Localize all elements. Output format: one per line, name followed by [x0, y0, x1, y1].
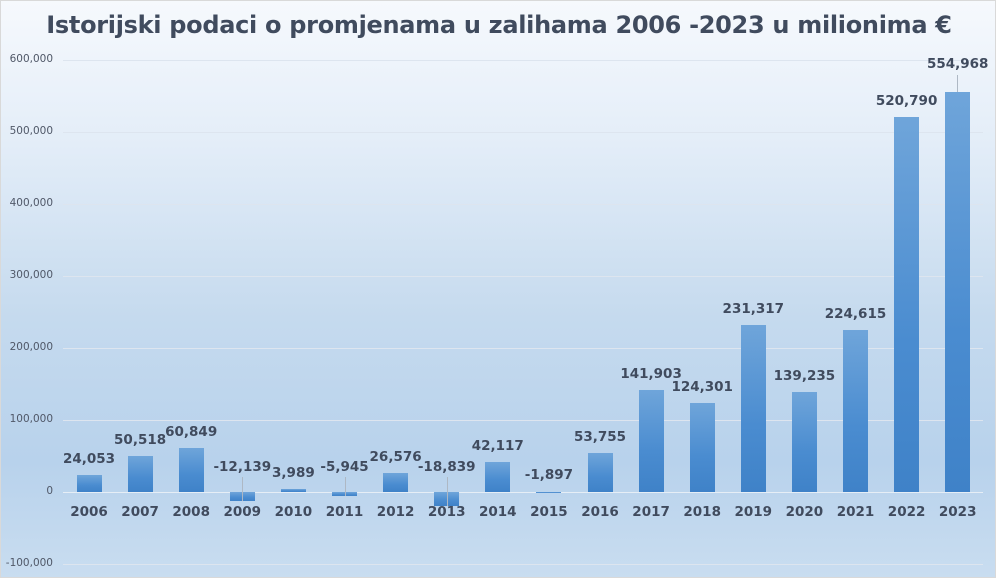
bar-2020[interactable]: [791, 391, 817, 492]
x-tick-label: 2008: [172, 504, 210, 520]
gridline: [63, 204, 983, 205]
bar-2022[interactable]: [894, 117, 920, 492]
x-tick-label: 2006: [70, 504, 108, 520]
gridline: [63, 564, 983, 565]
data-label-2009: -12,139: [213, 459, 272, 475]
y-tick-label: 400,000: [9, 197, 53, 209]
data-label-2012: 26,576: [369, 448, 422, 465]
data-label-2022: 520,790: [875, 93, 938, 110]
x-tick-label: 2022: [887, 504, 926, 520]
x-tick-label: 2014: [479, 504, 517, 520]
data-label-2014: 42,117: [471, 437, 524, 454]
x-tick-label: 2012: [376, 504, 415, 520]
x-tick-label: 2023: [938, 504, 977, 520]
x-tick-label: 2011: [325, 504, 364, 520]
bar-2015[interactable]: [536, 492, 562, 494]
gridline: [63, 420, 983, 421]
bar-2010[interactable]: [280, 489, 306, 492]
data-label-2018: 124,301: [671, 378, 733, 395]
x-tick-label: 2021: [836, 504, 875, 520]
data-label-2019: 231,317: [722, 301, 785, 318]
bar-2017[interactable]: [638, 389, 664, 492]
x-tick-label: 2009: [223, 504, 262, 520]
leader-line: [446, 477, 448, 506]
bar-2014[interactable]: [485, 461, 511, 492]
zero-axis-line: [63, 492, 983, 493]
x-tick-label: 2017: [632, 504, 670, 520]
data-label-2021: 224,615: [824, 306, 887, 323]
data-label-2006: 24,053: [62, 450, 116, 467]
bar-2008[interactable]: [178, 448, 204, 492]
y-tick-label: 100,000: [9, 413, 53, 425]
data-label-2007: 50,518: [114, 431, 167, 448]
data-label-2015: -1,897: [524, 467, 574, 483]
bar-2023[interactable]: [945, 92, 971, 492]
x-tick-label: 2010: [274, 504, 313, 520]
bar-2019[interactable]: [740, 325, 766, 492]
data-label-2013: -18,839: [417, 459, 476, 475]
data-label-2023: 554,968: [926, 56, 989, 72]
y-tick-label: 200,000: [9, 341, 53, 353]
bar-2012[interactable]: [383, 472, 409, 492]
data-label-2016: 53,755: [573, 429, 627, 446]
chart-title: Istorijski podaci o promjenama u zaliham…: [46, 11, 952, 39]
bar-2018[interactable]: [689, 402, 715, 492]
x-tick-label: 2019: [734, 504, 773, 520]
y-tick-label: -100,000: [5, 557, 53, 569]
y-tick-label: 0: [46, 485, 53, 497]
gridline: [63, 276, 983, 277]
leader-line: [956, 75, 958, 93]
gridline: [63, 60, 983, 61]
y-tick-label: 300,000: [9, 269, 53, 281]
data-label-2011: -5,945: [320, 459, 369, 475]
gridline: [63, 348, 983, 349]
x-tick-label: 2007: [121, 504, 159, 520]
bar-2016[interactable]: [587, 453, 613, 492]
y-tick-label: 600,000: [9, 53, 53, 65]
y-tick-label: 500,000: [9, 125, 53, 137]
data-label-2010: 3,989: [272, 465, 315, 482]
leader-line: [344, 477, 346, 497]
x-tick-label: 2020: [785, 504, 824, 520]
bar-2007[interactable]: [127, 455, 153, 492]
data-label-2017: 141,903: [620, 365, 682, 382]
leader-line: [242, 477, 244, 501]
data-label-2020: 139,235: [773, 367, 836, 384]
x-tick-label: 2016: [581, 504, 619, 520]
gridline: [63, 132, 983, 133]
x-tick-label: 2013: [427, 504, 466, 520]
bar-2006[interactable]: [76, 474, 102, 492]
x-tick-label: 2018: [683, 504, 721, 520]
data-label-2008: 60,849: [165, 424, 218, 441]
x-tick-label: 2015: [530, 504, 568, 520]
bar-2021[interactable]: [843, 330, 868, 492]
